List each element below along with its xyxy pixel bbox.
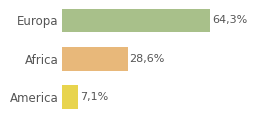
Bar [62, 85, 78, 109]
Text: 7,1%: 7,1% [80, 92, 108, 102]
Text: 64,3%: 64,3% [212, 15, 247, 25]
Bar [62, 47, 128, 71]
Text: 28,6%: 28,6% [130, 54, 165, 64]
Bar [62, 9, 210, 32]
